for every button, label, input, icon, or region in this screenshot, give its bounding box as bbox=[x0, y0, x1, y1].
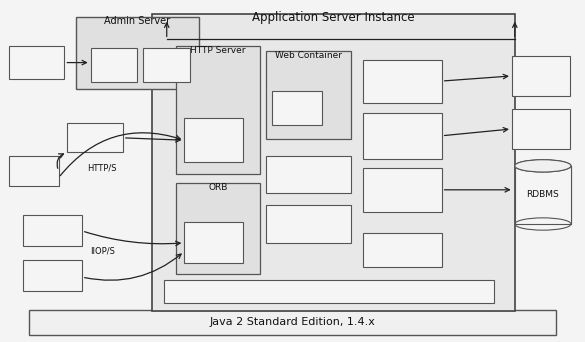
Text: Transaction
Manager: Transaction Manager bbox=[376, 240, 428, 259]
Ellipse shape bbox=[515, 160, 571, 172]
Text: Message
Providers: Message Providers bbox=[520, 119, 562, 139]
Text: JDBC
Persistence
Manager: JDBC Persistence Manager bbox=[376, 175, 428, 205]
Text: Web Container: Web Container bbox=[275, 51, 342, 60]
Text: HTTP Server: HTTP Server bbox=[190, 46, 246, 55]
Text: Java / C++
IIOP Cients: Java / C++ IIOP Cients bbox=[29, 221, 76, 240]
Text: EJB
Container: EJB Container bbox=[287, 165, 331, 184]
Text: Application Server Instance: Application Server Instance bbox=[252, 11, 415, 24]
Text: HTTP/S: HTTP/S bbox=[88, 164, 117, 173]
Bar bbox=[184, 118, 243, 162]
Text: Web
Clients: Web Clients bbox=[18, 161, 49, 181]
Bar bbox=[91, 48, 137, 82]
Bar bbox=[29, 310, 556, 335]
Bar bbox=[184, 222, 243, 263]
Text: IIOP
Listeners: IIOP Listeners bbox=[193, 233, 234, 252]
Text: IIOP/S: IIOP/S bbox=[90, 247, 115, 256]
Bar bbox=[67, 123, 123, 152]
Bar bbox=[23, 260, 82, 291]
Text: HTTP
Listeners: HTTP Listeners bbox=[193, 131, 234, 150]
Text: Lifecycle
Classes: Lifecycle Classes bbox=[288, 214, 329, 234]
Bar bbox=[363, 113, 442, 159]
Text: Admin
GUI/CLI: Admin GUI/CLI bbox=[20, 53, 53, 72]
Text: Admin
App: Admin App bbox=[99, 55, 129, 75]
Text: App Client
Container: App Client Container bbox=[30, 266, 75, 285]
Bar bbox=[266, 156, 351, 193]
Text: Java
Message
Service: Java Message Service bbox=[383, 121, 422, 151]
Text: Process, Thread Management/Runtime Control: Process, Thread Management/Runtime Contr… bbox=[224, 287, 434, 296]
Ellipse shape bbox=[515, 160, 571, 172]
Bar bbox=[76, 17, 199, 89]
Bar bbox=[9, 46, 64, 79]
Bar bbox=[515, 166, 571, 224]
Text: RDBMS: RDBMS bbox=[526, 190, 559, 199]
Text: Resource
Adapters: Resource Adapters bbox=[521, 66, 562, 86]
Bar bbox=[363, 60, 442, 103]
Bar bbox=[176, 183, 260, 274]
Text: SNMP
Agent: SNMP Agent bbox=[153, 55, 180, 75]
Bar bbox=[164, 280, 494, 303]
Bar bbox=[143, 48, 190, 82]
Bar bbox=[363, 168, 442, 212]
Bar bbox=[152, 14, 515, 311]
Bar bbox=[266, 51, 351, 139]
Bar bbox=[266, 205, 351, 243]
Bar bbox=[363, 233, 442, 267]
Bar bbox=[9, 156, 58, 186]
Text: Java 2 Standard Edition, 1.4.x: Java 2 Standard Edition, 1.4.x bbox=[209, 317, 376, 327]
Bar bbox=[515, 166, 571, 224]
Bar bbox=[512, 109, 570, 149]
Text: Admin Server: Admin Server bbox=[104, 16, 171, 26]
Bar bbox=[176, 46, 260, 174]
Bar bbox=[515, 166, 571, 224]
Text: J2EE
Connnector: J2EE Connnector bbox=[376, 71, 428, 91]
Bar bbox=[272, 91, 322, 125]
Text: Web Server
Plugins: Web Server Plugins bbox=[69, 128, 121, 147]
Bar bbox=[512, 56, 570, 96]
Bar bbox=[23, 215, 82, 246]
Text: Web
Services: Web Services bbox=[278, 98, 316, 117]
Text: ORB: ORB bbox=[208, 183, 228, 192]
Ellipse shape bbox=[515, 218, 571, 230]
